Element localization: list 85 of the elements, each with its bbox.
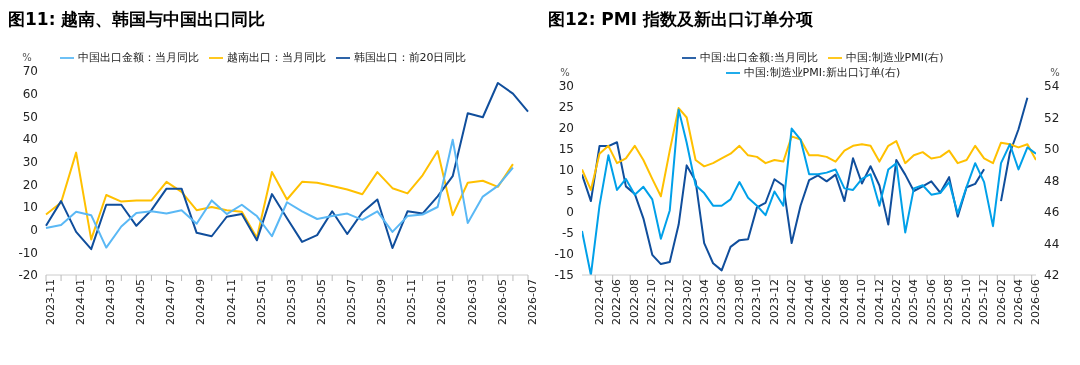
- x-tick-label: 2026-02: [995, 279, 1009, 325]
- x-tick-label: 2025-12: [977, 279, 991, 325]
- x-tick-label: 2023-08: [732, 279, 746, 325]
- y-tick-label: 10: [558, 163, 574, 178]
- y2-tick-label: 46: [1044, 205, 1060, 220]
- y2-tick-label: 52: [1044, 110, 1060, 125]
- y-tick-label: 30: [22, 154, 38, 169]
- line-series: [45, 82, 529, 251]
- x-tick-label: 2025-08: [942, 279, 956, 325]
- legend-label: 中国:出口金额:当月同比: [700, 51, 818, 64]
- x-tick-label: 2023-10: [750, 279, 764, 325]
- x-tick-label: 2024-09: [194, 279, 208, 325]
- line-series: [582, 107, 1036, 198]
- x-tick-label: 2026-01: [435, 279, 449, 325]
- y-tick-label: -10: [554, 247, 574, 262]
- x-tick-label: 2026-05: [495, 279, 509, 325]
- y-tick-label: 50: [22, 109, 38, 124]
- y-tick-label: 30: [558, 79, 574, 94]
- x-tick-label: 2022-06: [610, 279, 624, 325]
- x-tick-label: 2025-04: [907, 279, 921, 325]
- x-tick-label: 2026-06: [1029, 279, 1043, 325]
- y-tick-label: 0: [566, 205, 574, 220]
- x-tick-label: 2024-02: [785, 279, 799, 325]
- x-tick-label: 2024-04: [802, 279, 816, 325]
- x-tick-label: 2025-05: [314, 279, 328, 325]
- y-tick-label: -5: [562, 226, 574, 241]
- line-series: [45, 138, 514, 249]
- y-tick-label: 5: [566, 184, 574, 199]
- x-tick-label: 2025-09: [375, 279, 389, 325]
- x-tick-label: 2025-01: [254, 279, 268, 325]
- x-tick-label: 2022-10: [645, 279, 659, 325]
- x-tick-label: 2026-07: [525, 279, 539, 325]
- x-tick-label: 2026-03: [465, 279, 479, 325]
- x-tick-label: 2024-03: [104, 279, 118, 325]
- x-tick-label: 2023-02: [680, 279, 694, 325]
- legend-label: 韩国出口：前20日同比: [353, 51, 467, 64]
- legend-label: 中国:制造业PMI:新出口订单(右): [743, 66, 901, 79]
- y2-tick-label: 48: [1044, 173, 1060, 188]
- x-tick-label: 2025-07: [345, 279, 359, 325]
- y2-tick-label: 50: [1044, 142, 1060, 157]
- x-tick-label: 2022-08: [627, 279, 641, 325]
- x-tick-label: 2024-06: [820, 279, 834, 325]
- y-tick-label: 60: [22, 86, 38, 101]
- x-tick-label: 2023-11: [43, 279, 57, 325]
- y-tick-label: 20: [22, 177, 38, 192]
- y2-tick-label: 42: [1044, 268, 1060, 283]
- y-axis-title: %: [22, 52, 32, 63]
- x-tick-label: 2024-01: [73, 279, 87, 325]
- chart-title: 图11: 越南、韩国与中国出口同比: [8, 8, 267, 31]
- x-tick-label: 2024-07: [164, 279, 178, 325]
- x-tick-label: 2024-12: [872, 279, 886, 325]
- y-tick-label: -20: [18, 268, 38, 283]
- y-tick-label: 0: [30, 222, 38, 237]
- x-tick-label: 2022-12: [662, 279, 676, 325]
- y-tick-label: 15: [558, 142, 574, 157]
- legend-label: 越南出口：当月同比: [226, 51, 326, 64]
- x-tick-label: 2023-04: [697, 279, 711, 325]
- x-tick-label: 2025-10: [959, 279, 973, 325]
- line-series: [45, 150, 514, 241]
- x-tick-label: 2026-04: [1012, 279, 1026, 325]
- x-tick-label: 2024-05: [134, 279, 148, 325]
- x-tick-label: 2025-03: [284, 279, 298, 325]
- y-tick-label: -10: [18, 245, 38, 260]
- y-tick-label: 20: [558, 121, 574, 136]
- y-tick-label: 40: [22, 132, 38, 147]
- x-tick-label: 2023-06: [715, 279, 729, 325]
- x-tick-label: 2024-08: [837, 279, 851, 325]
- chart-title: 图12: PMI 指数及新出口订单分项: [548, 8, 814, 31]
- x-tick-label: 2024-10: [855, 279, 869, 325]
- y2-axis-title: %: [1050, 67, 1060, 78]
- x-tick-label: 2025-02: [890, 279, 904, 325]
- x-tick-label: 2025-06: [924, 279, 938, 325]
- legend-label: 中国出口金额：当月同比: [77, 51, 199, 64]
- y-axis-title: %: [560, 67, 570, 78]
- y-tick-label: -15: [554, 268, 574, 283]
- y-tick-label: 25: [558, 100, 574, 115]
- x-tick-label: 2022-04: [593, 279, 606, 325]
- y-tick-label: 10: [22, 200, 38, 215]
- x-tick-label: 2024-11: [224, 279, 238, 325]
- y2-tick-label: 44: [1044, 236, 1060, 251]
- y-tick-label: 70: [22, 64, 38, 79]
- x-tick-label: 2023-12: [767, 279, 781, 325]
- y2-tick-label: 54: [1044, 79, 1060, 94]
- legend-label: 中国:制造业PMI(右): [845, 51, 944, 64]
- x-tick-label: 2025-11: [405, 279, 419, 325]
